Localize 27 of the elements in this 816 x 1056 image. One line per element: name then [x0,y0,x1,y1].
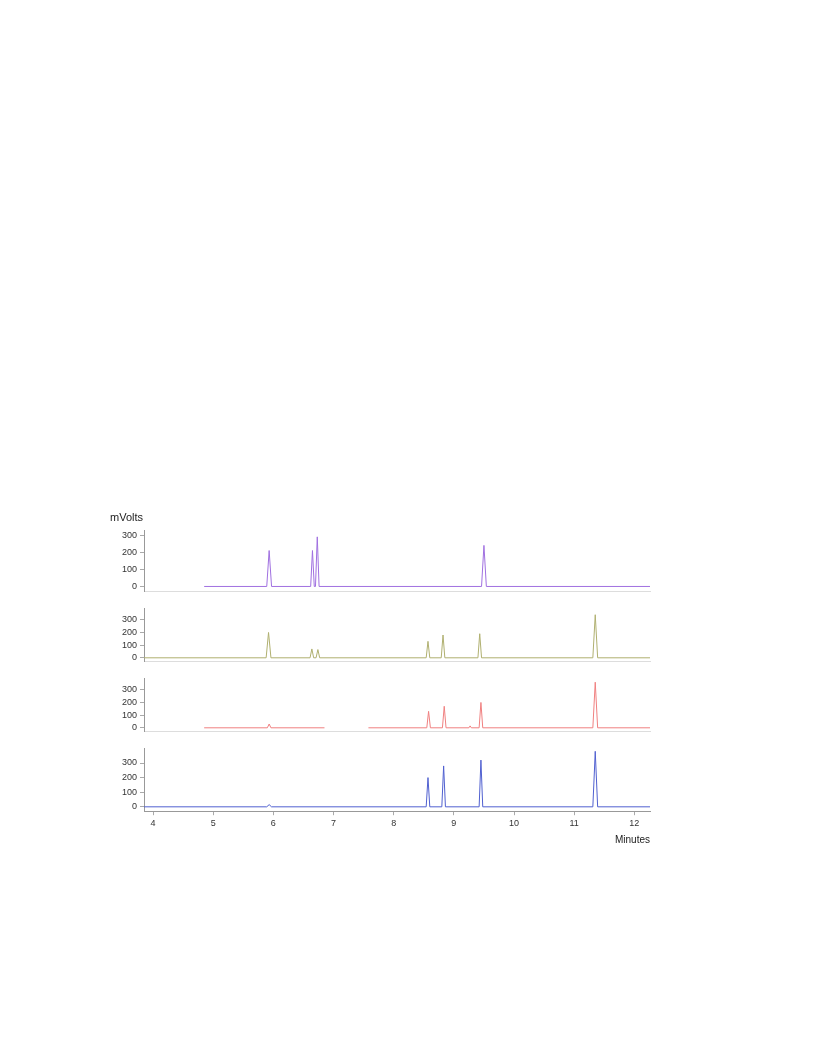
x-tick-label: 4 [150,818,156,829]
y-tick-label: 100 [121,563,137,574]
x-tick-label: 5 [210,818,216,829]
y-tick-label: 300 [121,684,137,695]
x-tick-label: 7 [331,818,337,829]
y-axis-title: mVolts [110,510,144,523]
y-tick-label: 100 [121,639,137,650]
y-tick-label: 0 [131,580,137,591]
y-tick-label: 300 [121,529,137,540]
x-tick-label: 12 [629,818,640,829]
y-tick-label: 100 [121,709,137,720]
y-tick-label: 200 [121,546,137,557]
x-axis-title: Minutes [614,833,650,845]
y-tick-label: 300 [121,614,137,625]
y-tick-label: 0 [131,652,137,663]
y-tick-label: 0 [131,801,137,812]
y-tick-label: 200 [121,772,137,783]
x-tick-label: 10 [509,818,520,829]
y-tick-label: 200 [121,626,137,637]
y-tick-label: 200 [121,696,137,707]
y-tick-label: 300 [121,757,137,768]
x-tick-label: 6 [270,818,276,829]
x-tick-label: 8 [391,818,397,829]
y-tick-label: 0 [131,722,137,733]
x-tick-label: 9 [451,818,457,829]
x-tick-label: 11 [569,818,579,829]
y-tick-label: 100 [121,786,137,797]
